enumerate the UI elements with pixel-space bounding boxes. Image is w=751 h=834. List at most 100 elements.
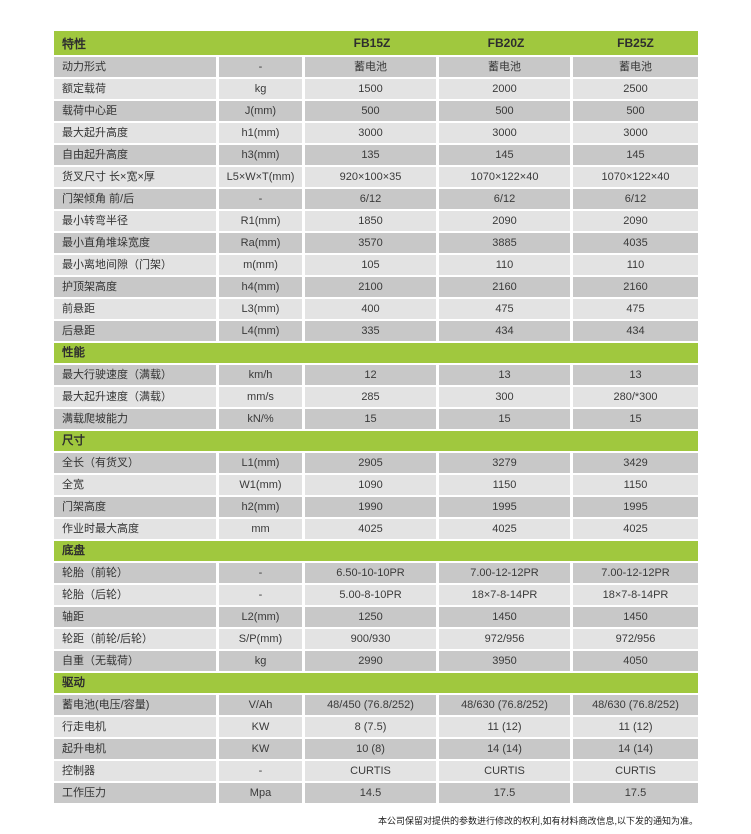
spec-table: 特性 FB15Z FB20Z FB25Z 动力形式 - 蓄电池 蓄电池 蓄电池 额定载荷 k… xyxy=(54,31,698,803)
row-value: 11 (12) xyxy=(439,717,570,737)
spec-table-body: 动力形式 - 蓄电池 蓄电池 蓄电池 额定载荷 kg 1500 2000 2500 载荷中心距 J(m… xyxy=(54,57,698,803)
row-value: 2090 xyxy=(439,211,570,231)
section-header: 尺寸 xyxy=(54,431,698,451)
row-value: 3570 xyxy=(305,233,436,253)
row-value: 蓄电池 xyxy=(439,57,570,77)
row-value: 1850 xyxy=(305,211,436,231)
row-unit: km/h xyxy=(219,365,302,385)
row-unit: - xyxy=(219,57,302,77)
row-value: 434 xyxy=(439,321,570,341)
row-label: 最小直角堆垛宽度 xyxy=(54,233,216,253)
table-row: 作业时最大高度 mm 4025 4025 4025 xyxy=(54,519,698,539)
row-value: 4025 xyxy=(573,519,698,539)
row-label: 额定载荷 xyxy=(54,79,216,99)
row-label: 最小离地间隙（门架） xyxy=(54,255,216,275)
row-value: 300 xyxy=(439,387,570,407)
row-value: 1995 xyxy=(573,497,698,517)
header-feature-label: 特性 xyxy=(62,36,87,51)
row-value: 145 xyxy=(573,145,698,165)
row-unit: L2(mm) xyxy=(219,607,302,627)
row-label: 自由起升高度 xyxy=(54,145,216,165)
row-value: 3000 xyxy=(305,123,436,143)
row-value: 1070×122×40 xyxy=(439,167,570,187)
header-model-fb15z: FB15Z xyxy=(353,36,391,50)
table-row: 行走电机 KW 8 (7.5) 11 (12) 11 (12) xyxy=(54,717,698,737)
row-value: 2990 xyxy=(305,651,436,671)
row-unit: mm xyxy=(219,519,302,539)
row-unit: m(mm) xyxy=(219,255,302,275)
row-label: 自重（无载荷） xyxy=(54,651,216,671)
row-value: 3429 xyxy=(573,453,698,473)
row-value: 475 xyxy=(573,299,698,319)
row-value: 1090 xyxy=(305,475,436,495)
row-unit: - xyxy=(219,563,302,583)
table-row: 轮距（前轮/后轮） S/P(mm) 900/930 972/956 972/956 xyxy=(54,629,698,649)
row-value: CURTIS xyxy=(439,761,570,781)
table-row: 载荷中心距 J(mm) 500 500 500 xyxy=(54,101,698,121)
row-value: 434 xyxy=(573,321,698,341)
row-value: 1995 xyxy=(439,497,570,517)
row-value: 3000 xyxy=(439,123,570,143)
row-unit: h3(mm) xyxy=(219,145,302,165)
row-value: 4050 xyxy=(573,651,698,671)
table-row: 护顶架高度 h4(mm) 2100 2160 2160 xyxy=(54,277,698,297)
footer-disclaimer: 本公司保留对提供的参数进行修改的权利,如有材料商改信息,以下发的通知为准。 xyxy=(377,816,698,826)
row-value: 11 (12) xyxy=(573,717,698,737)
section-header: 性能 xyxy=(54,343,698,363)
table-row: 最大行驶速度（满载） km/h 12 13 13 xyxy=(54,365,698,385)
row-label: 护顶架高度 xyxy=(54,277,216,297)
row-value: 1450 xyxy=(573,607,698,627)
row-value: 6/12 xyxy=(305,189,436,209)
row-value: 972/956 xyxy=(573,629,698,649)
row-unit: R1(mm) xyxy=(219,211,302,231)
row-value: 48/630 (76.8/252) xyxy=(573,695,698,715)
row-value: 920×100×35 xyxy=(305,167,436,187)
table-row: 货叉尺寸 长×宽×厚 L5×W×T(mm) 920×100×35 1070×122×4… xyxy=(54,167,698,187)
table-row: 自重（无载荷） kg 2990 3950 4050 xyxy=(54,651,698,671)
row-label: 全宽 xyxy=(54,475,216,495)
row-value: 14 (14) xyxy=(573,739,698,759)
row-value: 48/450 (76.8/252) xyxy=(305,695,436,715)
row-label: 轮距（前轮/后轮） xyxy=(54,629,216,649)
row-label: 全长（有货叉） xyxy=(54,453,216,473)
row-value: 13 xyxy=(439,365,570,385)
row-value: 17.5 xyxy=(439,783,570,803)
row-value: 135 xyxy=(305,145,436,165)
row-unit: J(mm) xyxy=(219,101,302,121)
row-value: 14.5 xyxy=(305,783,436,803)
row-value: 18×7-8-14PR xyxy=(573,585,698,605)
row-value: 1500 xyxy=(305,79,436,99)
row-label: 货叉尺寸 长×宽×厚 xyxy=(54,167,216,187)
row-label: 轮胎（后轮） xyxy=(54,585,216,605)
table-row: 门架倾角 前/后 -6/12 6/12 6/12 xyxy=(54,189,698,209)
row-value: CURTIS xyxy=(573,761,698,781)
row-label: 后悬距 xyxy=(54,321,216,341)
table-row: 最小转弯半径 R1(mm) 1850 2090 2090 xyxy=(54,211,698,231)
row-label: 满载爬坡能力 xyxy=(54,409,216,429)
row-label: 最大行驶速度（满载） xyxy=(54,365,216,385)
row-unit: - xyxy=(219,761,302,781)
row-value: 280/*300 xyxy=(573,387,698,407)
row-value: 2160 xyxy=(573,277,698,297)
row-unit: L1(mm) xyxy=(219,453,302,473)
row-value: 500 xyxy=(439,101,570,121)
table-row: 起升电机 KW 10 (8) 14 (14) 14 (14) xyxy=(54,739,698,759)
table-row: 全长（有货叉） L1(mm) 2905 3279 3429 xyxy=(54,453,698,473)
row-unit: mm/s xyxy=(219,387,302,407)
table-row: 动力形式 - 蓄电池 蓄电池 蓄电池 xyxy=(54,57,698,77)
table-row: 最大起升速度（满载） mm/s 285 300 280/*300 xyxy=(54,387,698,407)
row-value: 7.00-12-12PR xyxy=(439,563,570,583)
row-value: 3950 xyxy=(439,651,570,671)
row-value: 3279 xyxy=(439,453,570,473)
row-unit: Mpa xyxy=(219,783,302,803)
row-value: 蓄电池 xyxy=(305,57,436,77)
row-value: 2100 xyxy=(305,277,436,297)
row-value: 105 xyxy=(305,255,436,275)
row-value: 4035 xyxy=(573,233,698,253)
row-value: 1250 xyxy=(305,607,436,627)
row-label: 作业时最大高度 xyxy=(54,519,216,539)
row-value: 4025 xyxy=(439,519,570,539)
row-value: 17.5 xyxy=(573,783,698,803)
section-header: 底盘 xyxy=(54,541,698,561)
row-unit: KW xyxy=(219,739,302,759)
